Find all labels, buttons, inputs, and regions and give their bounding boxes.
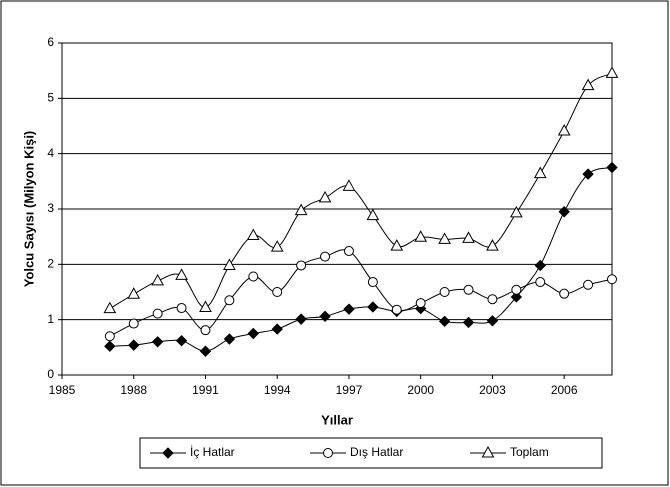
legend-label: Toplam [510, 445, 549, 459]
x-axis-label: Yıllar [321, 412, 353, 427]
marker [175, 334, 188, 347]
marker [223, 258, 236, 270]
marker [391, 304, 402, 315]
marker [439, 287, 450, 297]
marker [151, 336, 164, 348]
marker [223, 333, 236, 345]
marker [367, 277, 378, 288]
marker [295, 313, 307, 325]
legend [139, 437, 603, 469]
marker [582, 168, 594, 180]
x-tick-label: 2006 [551, 383, 578, 397]
marker [511, 284, 522, 295]
x-tick-label: 2000 [407, 383, 434, 397]
marker [463, 284, 474, 295]
marker [605, 66, 619, 78]
y-tick-label: 2 [47, 257, 54, 271]
marker [487, 294, 498, 305]
marker [558, 206, 570, 218]
marker [270, 240, 284, 252]
legend-marker [481, 445, 495, 458]
y-tick-label: 3 [47, 201, 54, 215]
marker [343, 303, 355, 315]
marker [175, 268, 188, 280]
marker [224, 295, 235, 306]
marker [151, 273, 164, 286]
y-tick-label: 4 [47, 146, 54, 160]
marker [247, 327, 260, 340]
marker [486, 239, 499, 251]
marker [246, 228, 260, 241]
marker [366, 208, 380, 221]
marker [128, 339, 140, 351]
marker [320, 251, 331, 262]
marker [438, 315, 451, 328]
marker [103, 301, 117, 314]
marker [559, 288, 570, 299]
marker [606, 161, 618, 174]
marker [294, 203, 308, 216]
marker [438, 232, 451, 244]
marker [486, 315, 499, 327]
legend-marker [162, 447, 174, 459]
y-tick-label: 1 [47, 312, 54, 326]
marker [415, 298, 426, 309]
marker [583, 279, 594, 290]
legend-label: İç Hatlar [190, 445, 235, 459]
legend-marker [323, 448, 333, 458]
marker [367, 301, 379, 313]
marker [104, 331, 115, 342]
marker [462, 231, 475, 243]
marker [248, 271, 259, 282]
y-axis-label: Yolcu Sayısı (Milyon Kişi) [21, 131, 36, 288]
x-tick-label: 1994 [264, 383, 291, 397]
marker [318, 190, 332, 203]
marker [176, 303, 187, 314]
marker [607, 274, 617, 285]
marker [104, 340, 116, 352]
legend-label: Dış Hatlar [350, 445, 403, 459]
x-tick-label: 2003 [479, 383, 506, 397]
marker [462, 316, 475, 329]
marker [534, 259, 546, 272]
marker [557, 123, 571, 136]
marker [535, 277, 546, 288]
marker [510, 291, 523, 303]
x-tick-label: 1991 [192, 383, 219, 397]
marker [271, 323, 283, 335]
marker [199, 345, 212, 357]
series-line [109, 72, 613, 310]
y-tick-label: 0 [47, 367, 54, 381]
marker [581, 78, 595, 91]
marker [128, 318, 139, 329]
y-tick-label: 5 [47, 91, 54, 105]
series-line [109, 249, 613, 337]
series-line [109, 167, 613, 352]
marker [414, 230, 428, 242]
x-tick-label: 1997 [336, 383, 363, 397]
marker [296, 260, 307, 271]
marker [272, 287, 283, 297]
marker [533, 166, 547, 179]
marker [343, 246, 354, 257]
x-tick-label: 1988 [120, 383, 147, 397]
y-tick-label: 6 [47, 35, 54, 49]
marker [199, 300, 212, 312]
marker [319, 310, 331, 323]
marker [342, 179, 356, 191]
marker [390, 239, 404, 251]
marker [510, 205, 523, 218]
marker [152, 308, 163, 319]
x-tick-label: 1985 [49, 383, 76, 397]
marker [200, 325, 211, 336]
marker [127, 287, 141, 299]
